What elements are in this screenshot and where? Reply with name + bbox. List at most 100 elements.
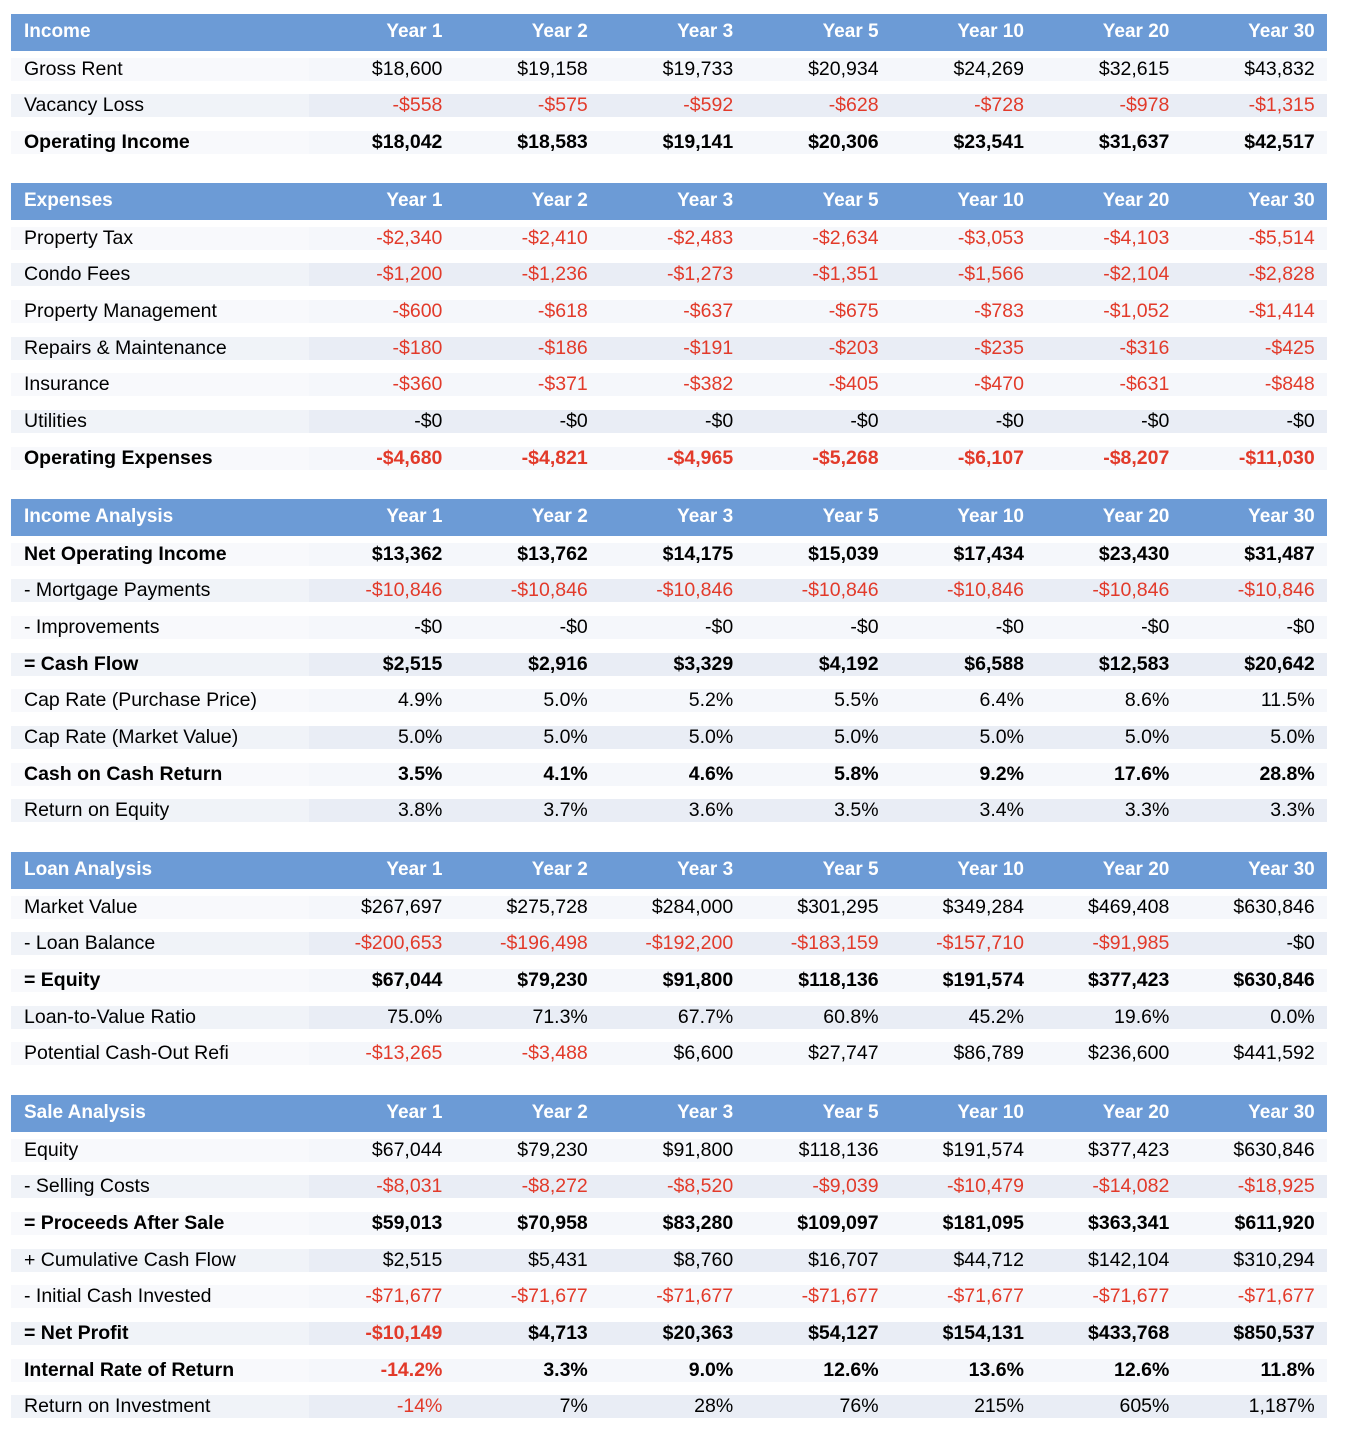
table-row: Property Tax -$2,340 -$2,410 -$2,483 -$2,634… [11, 220, 1327, 257]
table-cell: $191,574 [890, 968, 1036, 992]
table-cell: 12.6% [1035, 1358, 1182, 1382]
table-cell: $70,958 [454, 1211, 600, 1235]
table-cell: -$1,052 [1035, 299, 1182, 323]
table-cell: 5.0% [1035, 725, 1182, 749]
table-cell: -$2,483 [599, 226, 746, 250]
table-cell: -$191 [599, 336, 746, 360]
row-label: Market Value [11, 895, 309, 919]
table-cell: 3.3% [454, 1358, 600, 1382]
table-cell: 5.0% [1181, 725, 1327, 749]
table-cell: 9.0% [599, 1358, 746, 1382]
column-header: Year 10 [957, 506, 1024, 528]
table-cell: $43,832 [1181, 57, 1327, 81]
table-cell: $23,430 [1035, 542, 1182, 566]
table-cell: -$618 [454, 299, 600, 323]
column-header: Year 10 [957, 859, 1024, 881]
table-cell: -$235 [890, 336, 1036, 360]
table-cell: 3.3% [1181, 799, 1327, 823]
table-cell: -$2,410 [454, 226, 600, 250]
column-header: Year 20 [1102, 506, 1170, 528]
table-cell: 5.0% [309, 725, 455, 749]
table-row: Internal Rate of Return -14.2% 3.3% 9.0% 12.… [11, 1352, 1327, 1389]
table-cell: -$1,273 [599, 263, 746, 287]
table-cell: -$71,677 [1181, 1285, 1327, 1309]
table-row: Repairs & Maintenance -$180 -$186 -$191 -$20… [11, 330, 1327, 367]
column-header: Year 10 [957, 21, 1024, 43]
column-header: Year 30 [1248, 190, 1315, 212]
table-cell: $154,131 [890, 1321, 1036, 1345]
row-label: Internal Rate of Return [11, 1358, 309, 1382]
expenses-table: Expenses Year 1 Year 2 Year 3 Year 5 Year 10 Y… [11, 183, 1327, 477]
table-cell: 11.8% [1181, 1358, 1327, 1382]
table-cell: -$0 [745, 409, 891, 433]
table-row: Return on Equity 3.8% 3.7% 3.6% 3.5% 3.4% 3.3%… [11, 793, 1327, 830]
table-cell: $630,846 [1181, 1138, 1327, 1162]
table-cell: -$783 [890, 299, 1036, 323]
table-cell: $4,192 [745, 652, 891, 676]
column-header: Year 30 [1248, 506, 1315, 528]
table-cell: -$382 [599, 373, 746, 397]
table-cell: 5.0% [745, 725, 891, 749]
row-label: Gross Rent [11, 57, 309, 81]
table-cell: $24,269 [890, 57, 1036, 81]
table-cell: $6,600 [599, 1042, 746, 1066]
table-row: = Equity $67,044 $79,230 $91,800 $118,136 $19… [11, 962, 1327, 999]
row-label: Equity [11, 1138, 309, 1162]
table-cell: -$71,677 [1035, 1285, 1182, 1309]
row-label: = Cash Flow [11, 652, 309, 676]
table-cell: -$10,149 [309, 1321, 455, 1345]
row-label: Potential Cash-Out Refi [11, 1042, 309, 1066]
table-cell: $31,487 [1181, 542, 1327, 566]
table-cell: $23,541 [890, 130, 1036, 154]
table-cell: 4.1% [454, 762, 600, 786]
table-cell: $27,747 [745, 1042, 891, 1066]
table-row: Vacancy Loss -$558 -$575 -$592 -$628 -$728 -$9… [11, 87, 1327, 124]
table-cell: $301,295 [745, 895, 891, 919]
table-cell: -$10,846 [1181, 579, 1327, 603]
table-cell: $19,158 [454, 57, 600, 81]
section-title: Loan Analysis [24, 859, 153, 881]
table-cell: -$18,925 [1181, 1175, 1327, 1199]
row-label: + Cumulative Cash Flow [11, 1248, 309, 1272]
table-cell: -$9,039 [745, 1175, 891, 1199]
table-cell: $377,423 [1035, 1138, 1182, 1162]
table-cell: $17,434 [890, 542, 1036, 566]
table-cell: -$675 [745, 299, 891, 323]
table-cell: 28% [599, 1395, 746, 1419]
table-cell: 7% [454, 1395, 600, 1419]
table-cell: -$10,846 [454, 579, 600, 603]
table-cell: -$10,846 [599, 579, 746, 603]
table-cell: -$5,514 [1181, 226, 1327, 250]
table-cell: $79,230 [454, 1138, 600, 1162]
table-cell: -$470 [890, 373, 1036, 397]
table-cell: 3.3% [1035, 799, 1182, 823]
column-header: Year 3 [677, 1102, 734, 1124]
table-row: Operating Income $18,042 $18,583 $19,141 $20… [11, 124, 1327, 161]
table-cell: -$200,653 [309, 932, 455, 956]
row-label: Vacancy Loss [11, 94, 309, 118]
column-header: Year 5 [822, 506, 879, 528]
table-cell: -$71,677 [599, 1285, 746, 1309]
column-header: Year 5 [822, 859, 879, 881]
table-cell: 75.0% [309, 1005, 455, 1029]
table-cell: $5,431 [454, 1248, 600, 1272]
table-cell: $4,713 [454, 1321, 600, 1345]
table-cell: $191,574 [890, 1138, 1036, 1162]
row-label: Cap Rate (Market Value) [11, 725, 309, 749]
table-cell: 215% [890, 1395, 1036, 1419]
table-cell: -$0 [1181, 932, 1327, 956]
table-cell: -$1,414 [1181, 299, 1327, 323]
table-cell: $91,800 [599, 1138, 746, 1162]
table-cell: 3.4% [890, 799, 1036, 823]
table-cell: -14.2% [309, 1358, 455, 1382]
table-cell: -$575 [454, 94, 600, 118]
row-label: = Proceeds After Sale [11, 1211, 309, 1235]
row-label: - Improvements [11, 615, 309, 639]
table-cell: 60.8% [745, 1005, 891, 1029]
row-label: Return on Equity [11, 799, 309, 823]
table-cell: $236,600 [1035, 1042, 1182, 1066]
table-row: Potential Cash-Out Refi -$13,265 -$3,488 $6… [11, 1035, 1327, 1072]
table-cell: 8.6% [1035, 689, 1182, 713]
row-label: Operating Income [11, 130, 309, 154]
column-header: Year 2 [531, 190, 588, 212]
